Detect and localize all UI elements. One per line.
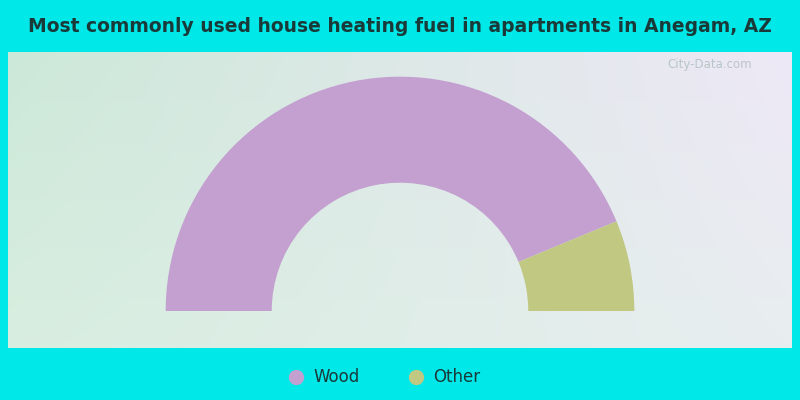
Text: City-Data.com: City-Data.com — [667, 58, 752, 71]
Wedge shape — [518, 221, 634, 311]
Text: Wood: Wood — [314, 368, 360, 386]
Point — [290, 374, 302, 380]
Wedge shape — [166, 77, 617, 311]
Text: Most commonly used house heating fuel in apartments in Anegam, AZ: Most commonly used house heating fuel in… — [28, 16, 772, 36]
Text: Other: Other — [434, 368, 481, 386]
Point — [410, 374, 422, 380]
